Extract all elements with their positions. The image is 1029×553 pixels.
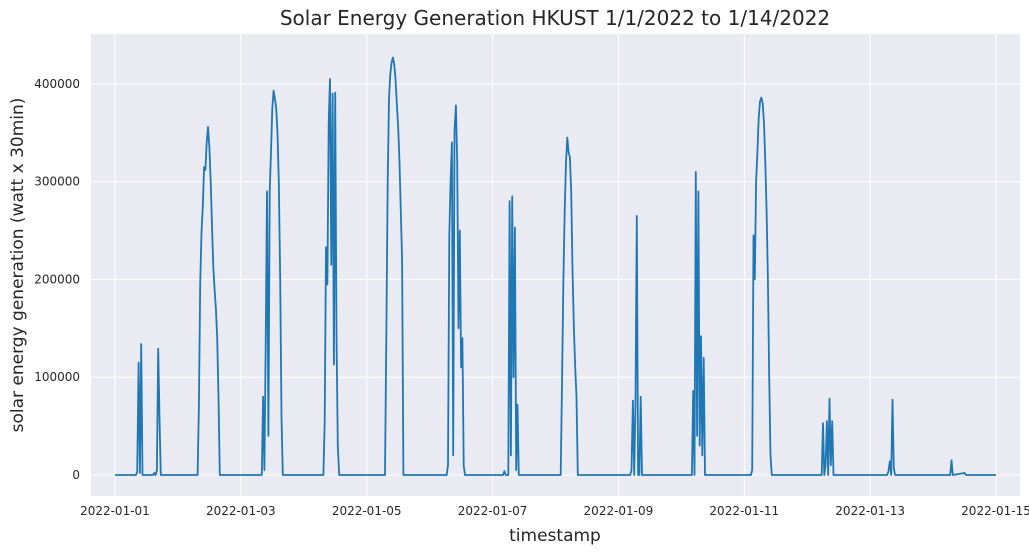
x-tick-label: 2022-01-13 <box>835 504 905 518</box>
chart-title: Solar Energy Generation HKUST 1/1/2022 t… <box>280 6 830 30</box>
x-tick-label: 2022-01-03 <box>206 504 276 518</box>
x-tick-labels: 2022-01-01 2022-01-03 2022-01-05 2022-01-07… <box>80 504 1029 518</box>
series-line <box>115 56 996 476</box>
y-tick-label: 0 <box>72 468 80 482</box>
y-tick-labels: 0 100000 200000 300000 400000 <box>34 77 80 482</box>
x-tick-label: 2022-01-11 <box>709 504 779 518</box>
x-tick-label: 2022-01-09 <box>584 504 654 518</box>
x-axis-label: timestamp <box>509 526 601 546</box>
series-group <box>115 56 996 476</box>
x-tick-label: 2022-01-05 <box>332 504 402 518</box>
plot-area <box>91 34 1020 496</box>
x-tick-label: 2022-01-07 <box>458 504 528 518</box>
y-tick-label: 200000 <box>34 272 80 286</box>
y-tick-label: 100000 <box>34 370 80 384</box>
y-tick-label: 300000 <box>34 175 80 189</box>
x-tick-label: 2022-01-15 <box>961 504 1029 518</box>
x-tick-label: 2022-01-01 <box>80 504 150 518</box>
y-axis-label: solar energy generation (watt x 30min) <box>8 98 28 433</box>
y-tick-label: 400000 <box>34 77 80 91</box>
